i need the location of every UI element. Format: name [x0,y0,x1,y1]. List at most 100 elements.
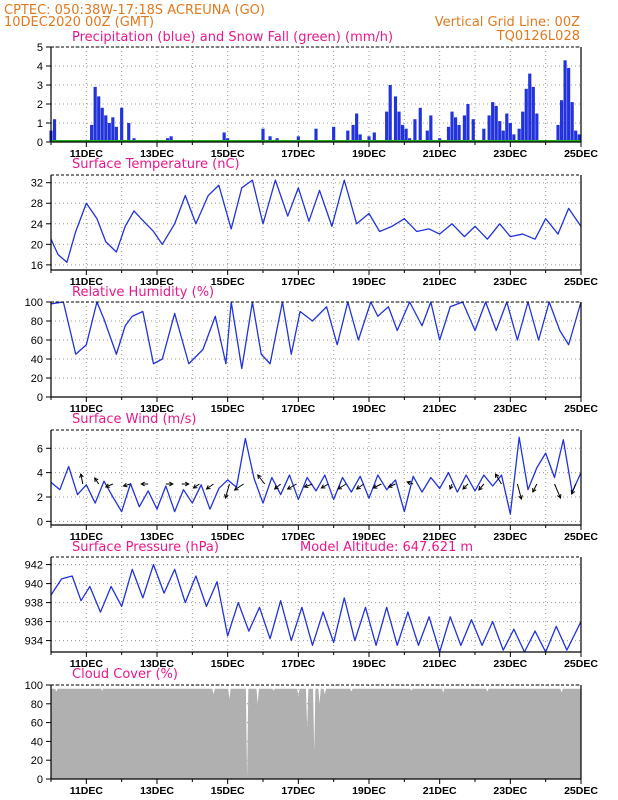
y-tick-label: 40 [31,736,43,748]
wind-arrow-shaft [287,483,297,490]
precipitation-bar [418,107,422,142]
x-tick-label: 21DEC [423,785,457,797]
precipitation-bar [296,136,300,142]
precipitation-bar [462,115,466,142]
wind-arrow-head [273,485,279,490]
wind-arrow-shaft [462,483,469,490]
wind-arrow-head [257,474,262,480]
y-tick-label: 100 [25,297,43,309]
x-tick-label: 17DEC [281,148,315,160]
precipitation-bar [494,105,498,142]
precipitation-bar [446,126,451,142]
precipitation-bar [351,124,355,142]
wind-arrow-shaft [554,483,561,499]
y-tick-label: 0 [37,774,43,786]
x-tick-label: 15DEC [211,658,245,670]
pressure-panel: Surface Pressure (hPa) Model Altitude: 6… [25,540,599,670]
x-tick-label: 11DEC [70,785,104,797]
wind-arrow-head [184,481,190,487]
precipitation-bar [517,128,521,142]
wind-arrow-shaft [224,483,230,499]
precipitation-bar [521,111,525,142]
wind-arrow-head [570,489,576,495]
y-tick-label: 0 [37,392,43,404]
precipitation-panel: Precipitation (blue) and Snow Fall (gree… [37,30,598,160]
precipitation-bar [535,113,539,142]
x-tick-label: 17DEC [281,276,315,288]
model-code: TQ0126L028 [496,29,580,44]
y-tick-label: 6 [37,443,43,455]
series-line [50,179,582,263]
y-tick-label: 60 [31,335,43,347]
precipitation-bar [90,124,94,142]
station-header: CPTEC: 050:38W-17:18S ACREUNA (GO) [4,3,265,18]
wind-arrow-head [387,483,393,488]
precipitation-bar [97,96,101,142]
x-tick-label: 23DEC [493,658,527,670]
run-date: 10DEC2020 00Z (GMT) [4,15,154,30]
wind-arrow-head [104,483,110,488]
humidity-panel: Relative Humidity (%) 0 20 40 60 80 100 11DEC 1… [25,285,599,415]
wind-arrow-shaft [123,483,131,487]
x-tick-label: 21DEC [423,531,457,543]
x-tick-label: 21DEC [423,658,457,670]
temperature-panel: Surface Temperature (nC) 16 20 24 28 32 11DEC… [31,157,599,288]
precipitation-bar [355,113,359,142]
precipitation-bar [482,128,486,142]
wind-arrow-head [462,485,467,490]
y-tick-label: 80 [31,699,43,711]
precipitation-bar [268,136,272,142]
wind-arrow-head [494,473,500,479]
wind-arrow-head [79,472,84,478]
y-tick-label: 32 [31,178,43,190]
y-tick-label: 20 [31,373,43,385]
wind-arrow-head [233,486,239,491]
precipitation-bar [404,128,408,142]
cloud-cover-panel: Cloud Cover (%) 0 20 40 60 80 100 11DEC 13DEC 15… [25,667,599,797]
x-tick-label: 17DEC [281,403,315,415]
wind-arrow-head [372,484,378,489]
wind-arrow-head [205,485,211,490]
precipitation-bar [498,121,502,142]
precipitation-bar [385,111,389,142]
precipitation-bar [314,128,318,142]
x-tick-label: 11DEC [70,531,104,543]
x-tick-label: 21DEC [423,148,457,160]
wind-arrow-shaft [304,483,313,488]
precipitation-bar [107,123,111,142]
x-tick-label: 19DEC [352,148,386,160]
wind-arrow-shaft [407,481,414,485]
precipitation-bar [114,126,118,142]
precipitation-bar [577,134,581,142]
x-tick-label: 25DEC [564,531,598,543]
wind-arrow-shaft [257,474,266,485]
wind-arrow-head [192,484,198,489]
x-tick-label: 23DEC [493,403,527,415]
y-tick-label: 2 [37,492,43,504]
y-tick-label: 80 [31,316,43,328]
y-tick-label: 5 [37,42,43,54]
precipitation-bar [397,111,401,142]
wind-arrow-head [478,485,483,491]
x-tick-label: 13DEC [140,658,174,670]
precipitation-bar [570,102,574,142]
precipitation-bar [413,119,417,142]
y-tick-label: 2 [37,99,43,111]
wind-arrow-shaft [234,483,244,491]
x-tick-label: 25DEC [564,148,598,160]
wind-arrow-head [557,493,562,499]
wind-arrow-shaft [105,483,114,488]
precipitation-bar [531,86,535,142]
wind-arrow-shaft [206,483,214,490]
x-tick-label: 25DEC [564,403,598,415]
precipitation-bar [457,124,461,142]
y-tick-label: 936 [25,617,43,629]
precipitation-bar [100,107,104,142]
x-tick-label: 15DEC [211,148,245,160]
precipitation-bar [508,123,512,142]
precipitation-bar [471,119,475,142]
temperature-title: Surface Temperature (nC) [72,157,240,172]
precipitation-bar [559,100,564,142]
x-tick-label: 25DEC [564,785,598,797]
